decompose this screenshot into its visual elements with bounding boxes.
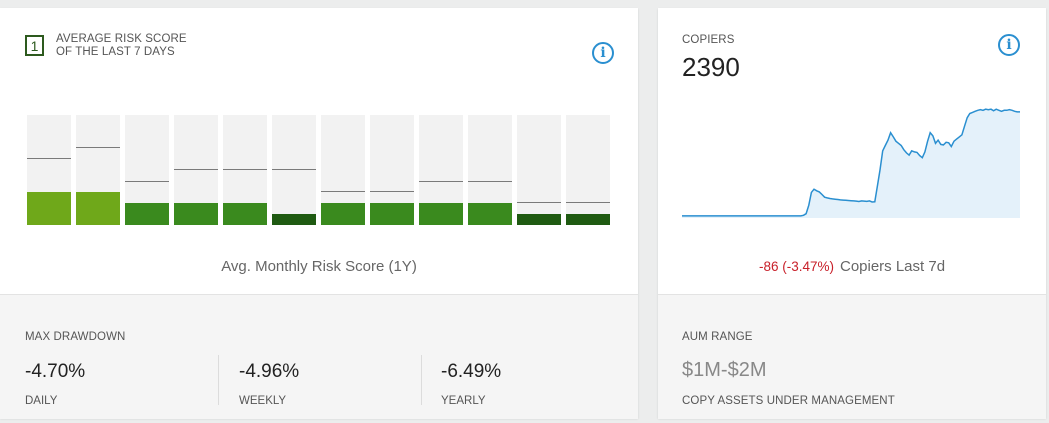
max-drawdown-label: MAX DRAWDOWN <box>25 331 126 343</box>
risk-bar-fill <box>174 203 218 225</box>
risk-bar <box>370 115 414 225</box>
risk-bar <box>76 115 120 225</box>
drawdown-daily: -4.70% DAILY <box>25 361 85 407</box>
risk-bar-marker <box>27 158 71 159</box>
monthly-risk-bars <box>27 115 611 225</box>
risk-bar-marker <box>223 169 267 170</box>
risk-title-line2: OF THE LAST 7 DAYS <box>56 46 175 58</box>
risk-bar-marker <box>76 147 120 148</box>
risk-bar-fill <box>370 203 414 225</box>
risk-bar <box>223 115 267 225</box>
risk-bar-fill <box>76 192 120 225</box>
aum-subtitle: COPY ASSETS UNDER MANAGEMENT <box>682 395 895 407</box>
risk-bar-fill <box>566 214 610 225</box>
risk-bar-marker <box>468 181 512 182</box>
copiers-trend-line <box>682 108 1020 217</box>
risk-bar-fill <box>468 203 512 225</box>
divider <box>218 355 219 405</box>
max-drawdown-panel: MAX DRAWDOWN -4.70% DAILY -4.96% WEEKLY … <box>0 294 638 419</box>
risk-bar-fill <box>419 203 463 225</box>
drawdown-daily-label: DAILY <box>25 395 58 407</box>
risk-bar <box>125 115 169 225</box>
risk-score-card: 1 AVERAGE RISK SCORE OF THE LAST 7 DAYS … <box>0 8 638 419</box>
copiers-card: COPIERS 2390 i -86 (-3.47%) Copiers Last … <box>658 8 1046 419</box>
aum-range-label: AUM RANGE <box>682 331 753 343</box>
copiers-change-value: -86 (-3.47%) <box>758 259 834 274</box>
risk-bar-marker <box>517 202 561 203</box>
drawdown-weekly-value: -4.96% <box>239 361 300 382</box>
risk-bar <box>27 115 71 225</box>
drawdown-yearly-value: -6.49% <box>441 361 502 382</box>
risk-score-badge: 1 <box>25 35 44 56</box>
copiers-value: 2390 <box>682 52 740 82</box>
drawdown-yearly-label: YEARLY <box>441 395 486 407</box>
risk-bar <box>272 115 316 225</box>
drawdown-daily-value: -4.70% <box>25 361 86 382</box>
risk-bar <box>517 115 561 225</box>
risk-bar-fill <box>223 203 267 225</box>
risk-bar-fill <box>272 214 316 225</box>
copiers-trend-area <box>682 109 1020 218</box>
risk-bar-marker <box>125 181 169 182</box>
risk-bar-fill <box>321 203 365 225</box>
drawdown-yearly: -6.49% YEARLY <box>441 361 501 407</box>
risk-bar-marker <box>370 191 414 192</box>
risk-bar-marker <box>174 169 218 170</box>
risk-bar-fill <box>27 192 71 225</box>
risk-score-panel: 1 AVERAGE RISK SCORE OF THE LAST 7 DAYS … <box>0 8 638 294</box>
risk-bar <box>174 115 218 225</box>
risk-title-line1: AVERAGE RISK SCORE <box>56 33 187 45</box>
risk-bar-marker <box>419 181 463 182</box>
aum-range-value: $1M-$2M <box>682 359 767 381</box>
risk-bar <box>468 115 512 225</box>
copiers-change: -86 (-3.47%) Copiers Last 7d <box>658 258 1046 275</box>
copiers-trend-chart <box>682 108 1020 218</box>
risk-chart-caption: Avg. Monthly Risk Score (1Y) <box>221 258 417 275</box>
info-icon[interactable]: i <box>592 42 614 64</box>
risk-bar-marker <box>566 202 610 203</box>
risk-bar <box>321 115 365 225</box>
risk-bar <box>419 115 463 225</box>
risk-bar-fill <box>125 203 169 225</box>
drawdown-weekly-label: WEEKLY <box>239 395 287 407</box>
info-icon[interactable]: i <box>998 34 1020 56</box>
risk-bar-marker <box>321 191 365 192</box>
risk-bar-fill <box>517 214 561 225</box>
copiers-change-label: Copiers Last 7d <box>839 258 946 275</box>
copiers-label: COPIERS <box>682 34 735 46</box>
risk-bar-marker <box>272 169 316 170</box>
risk-score-title: AVERAGE RISK SCORE OF THE LAST 7 DAYS <box>56 33 256 59</box>
divider <box>421 355 422 405</box>
drawdown-weekly: -4.96% WEEKLY <box>239 361 299 407</box>
aum-panel: AUM RANGE $1M-$2M COPY ASSETS UNDER MANA… <box>658 294 1046 419</box>
copiers-panel: COPIERS 2390 i -86 (-3.47%) Copiers Last … <box>658 8 1046 294</box>
risk-bar <box>566 115 610 225</box>
